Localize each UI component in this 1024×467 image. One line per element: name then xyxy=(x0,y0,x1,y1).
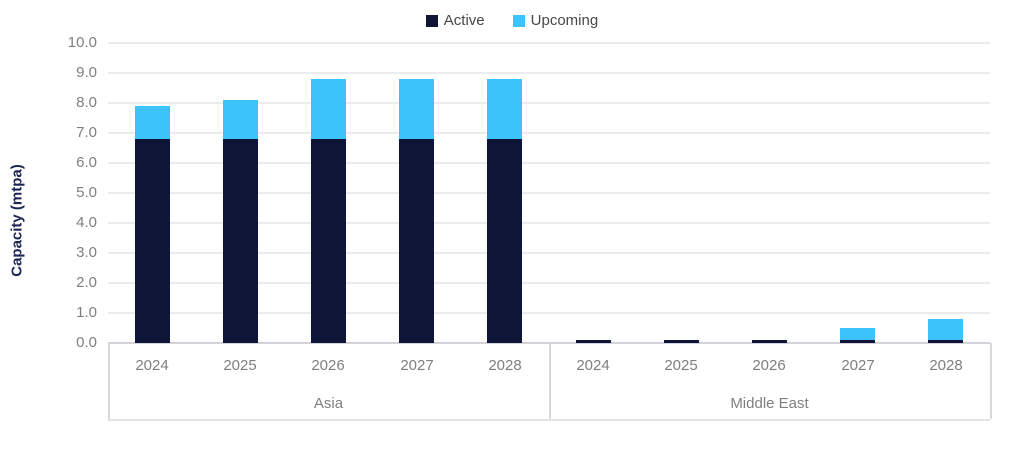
x-group-label-middle-east: Middle East xyxy=(730,395,809,412)
legend-swatch-upcoming xyxy=(512,14,525,27)
y-tick-label-3: 3.0 xyxy=(76,244,97,261)
bar-segment-active-asia-2025 xyxy=(223,139,258,343)
bar-segment-active-asia-2026 xyxy=(311,139,346,343)
gridline-1 xyxy=(108,312,990,314)
gridline-9 xyxy=(108,72,990,74)
gridline-8 xyxy=(108,102,990,104)
legend-item-active: Active xyxy=(425,12,485,29)
y-tick-label-10: 10.0 xyxy=(67,34,97,51)
y-tick-label-7: 7.0 xyxy=(76,124,97,141)
gridline-10 xyxy=(108,42,990,44)
bar-segment-upcoming-asia-2028 xyxy=(487,79,522,139)
y-tick-label-8: 8.0 xyxy=(76,94,97,111)
y-tick-label-4: 4.0 xyxy=(76,214,97,231)
bar-segment-active-asia-2027 xyxy=(399,139,434,343)
x-tick-label-middle-east-2025: 2025 xyxy=(664,357,698,374)
y-axis-title: Capacity (mtpa) xyxy=(8,164,26,277)
x-tick-label-asia-2025: 2025 xyxy=(223,357,257,374)
gridline-2 xyxy=(108,282,990,284)
category-divider-right xyxy=(990,343,992,419)
y-tick-label-1: 1.0 xyxy=(76,304,97,321)
y-tick-label-5: 5.0 xyxy=(76,184,97,201)
legend: Active Upcoming xyxy=(0,12,1024,29)
bar-segment-upcoming-middle-east-2027 xyxy=(840,328,875,340)
bar-segment-active-middle-east-2028 xyxy=(928,340,963,343)
x-tick-label-asia-2027: 2027 xyxy=(400,357,434,374)
x-tick-label-middle-east-2027: 2027 xyxy=(841,357,875,374)
legend-label: Active xyxy=(443,12,485,29)
x-tick-label-middle-east-2028: 2028 xyxy=(929,357,963,374)
x-tick-label-middle-east-2026: 2026 xyxy=(752,357,786,374)
gridline-4 xyxy=(108,222,990,224)
x-tick-label-asia-2026: 2026 xyxy=(311,357,345,374)
gridline-3 xyxy=(108,252,990,254)
bar-segment-upcoming-middle-east-2028 xyxy=(928,319,963,340)
category-divider-1 xyxy=(549,343,551,419)
bar-segment-active-middle-east-2026 xyxy=(752,340,787,343)
bar-segment-upcoming-asia-2025 xyxy=(223,100,258,139)
y-tick-label-6: 6.0 xyxy=(76,154,97,171)
bar-segment-active-asia-2028 xyxy=(487,139,522,343)
bar-segment-active-middle-east-2027 xyxy=(840,340,875,343)
category-bottom-line xyxy=(108,419,990,421)
bar-segment-upcoming-asia-2026 xyxy=(311,79,346,139)
bar-segment-active-middle-east-2024 xyxy=(576,340,611,343)
gridline-7 xyxy=(108,132,990,134)
bar-segment-active-asia-2024 xyxy=(135,139,170,343)
y-tick-label-0: 0.0 xyxy=(76,334,97,351)
bar-segment-upcoming-asia-2027 xyxy=(399,79,434,139)
bar-segment-active-middle-east-2025 xyxy=(664,340,699,343)
y-tick-label-2: 2.0 xyxy=(76,274,97,291)
gridline-5 xyxy=(108,192,990,194)
legend-item-upcoming: Upcoming xyxy=(512,12,599,29)
category-divider-0 xyxy=(108,343,110,419)
x-group-label-asia: Asia xyxy=(313,395,344,412)
x-tick-label-asia-2028: 2028 xyxy=(488,357,522,374)
x-tick-label-middle-east-2024: 2024 xyxy=(576,357,610,374)
y-tick-label-9: 9.0 xyxy=(76,64,97,81)
x-tick-label-asia-2024: 2024 xyxy=(135,357,169,374)
legend-swatch-active xyxy=(425,14,438,27)
gridline-6 xyxy=(108,162,990,164)
bar-segment-upcoming-asia-2024 xyxy=(135,106,170,139)
legend-label: Upcoming xyxy=(530,12,599,29)
